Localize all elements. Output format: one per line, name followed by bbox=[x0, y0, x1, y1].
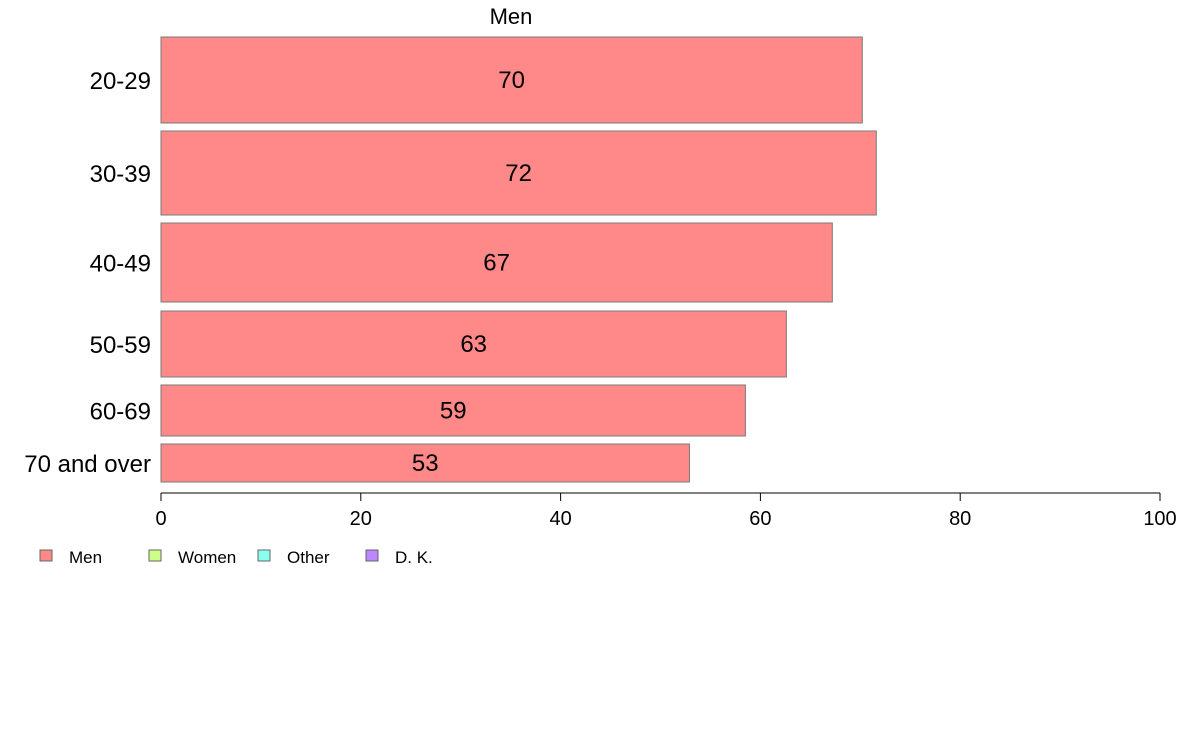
bar-70-and-over bbox=[160, 443, 690, 483]
legend-swatch bbox=[257, 549, 271, 562]
data-label: 72 bbox=[505, 160, 532, 187]
x-tick-label: 100 bbox=[1143, 508, 1176, 530]
x-tick-label: 60 bbox=[749, 508, 771, 530]
x-tick-label: 20 bbox=[350, 508, 372, 530]
bar-30-39 bbox=[160, 130, 877, 216]
bars-layer: 70 20-29 72 30-39 67 40-49 63 50-59 59 60-69 53 70 … bbox=[24, 36, 877, 483]
bar-50-59 bbox=[160, 310, 787, 378]
category-label: 20-29 bbox=[90, 68, 151, 95]
legend-swatch bbox=[148, 549, 162, 562]
category-label: 30-39 bbox=[90, 161, 151, 188]
x-tick-label: 80 bbox=[949, 508, 971, 530]
chart-title: Men bbox=[490, 4, 533, 29]
data-label: 63 bbox=[460, 331, 487, 358]
category-label: 40-49 bbox=[90, 251, 151, 278]
category-label: 70 and over bbox=[24, 451, 151, 478]
legend-swatch bbox=[39, 549, 53, 562]
legend-label: D. K. bbox=[395, 548, 433, 567]
x-axis: 0 20 40 60 80 100 bbox=[155, 492, 1177, 530]
legend: Men Women Other D. K. bbox=[39, 548, 433, 567]
legend-label: Men bbox=[69, 548, 102, 567]
legend-label: Women bbox=[178, 548, 236, 567]
category-label: 60-69 bbox=[90, 399, 151, 426]
category-label: 50-59 bbox=[90, 332, 151, 359]
data-label: 67 bbox=[483, 250, 510, 277]
bar-60-69 bbox=[160, 384, 746, 437]
data-label: 53 bbox=[412, 450, 439, 477]
bar-40-49 bbox=[160, 222, 833, 303]
x-tick-label: 40 bbox=[549, 508, 571, 530]
legend-swatch bbox=[365, 549, 379, 562]
data-label: 70 bbox=[498, 67, 525, 94]
data-label: 59 bbox=[440, 398, 467, 425]
x-tick-label: 0 bbox=[155, 508, 166, 530]
legend-label: Other bbox=[287, 548, 330, 567]
bar-20-29 bbox=[160, 36, 863, 124]
